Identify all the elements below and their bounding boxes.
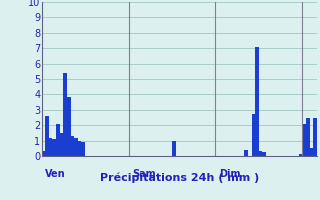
X-axis label: Précipitations 24h ( mm ): Précipitations 24h ( mm )	[100, 173, 259, 183]
Bar	[259, 151, 262, 156]
Bar	[252, 114, 255, 156]
Bar	[52, 139, 56, 156]
Bar	[74, 138, 78, 156]
Text: Dim: Dim	[219, 169, 241, 179]
Bar	[172, 141, 176, 156]
Bar	[45, 116, 49, 156]
Bar	[306, 117, 309, 156]
Bar	[60, 133, 63, 156]
Bar	[63, 73, 67, 156]
Bar	[71, 136, 74, 156]
Bar	[67, 97, 71, 156]
Text: Sam: Sam	[132, 169, 156, 179]
Bar	[49, 138, 52, 156]
Bar	[302, 124, 306, 156]
Bar	[299, 154, 302, 156]
Bar	[262, 152, 266, 156]
Text: Ven: Ven	[45, 169, 66, 179]
Bar	[56, 124, 60, 156]
Bar	[78, 141, 81, 156]
Bar	[309, 148, 313, 156]
Bar	[42, 151, 45, 156]
Bar	[244, 150, 248, 156]
Bar	[255, 47, 259, 156]
Bar	[81, 142, 85, 156]
Bar	[313, 117, 317, 156]
